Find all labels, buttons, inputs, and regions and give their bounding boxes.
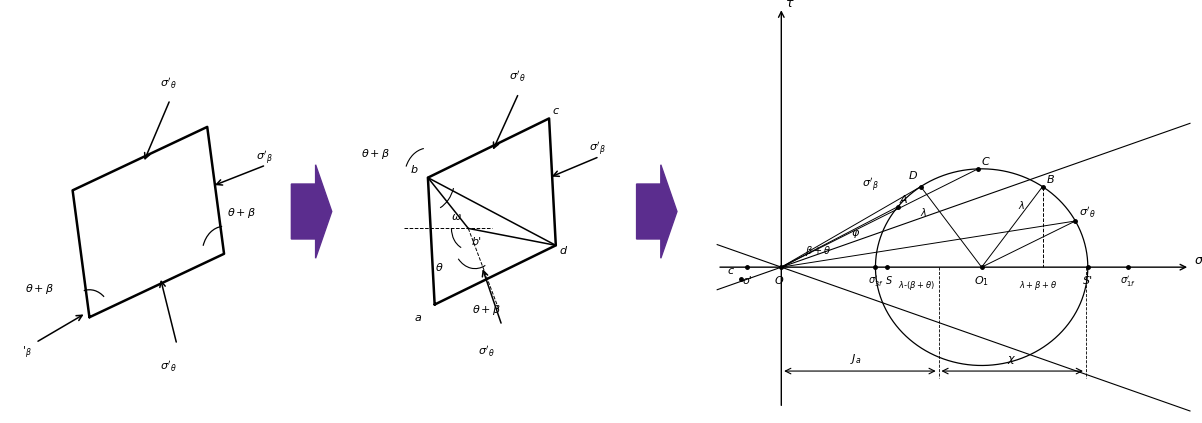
Text: $\sigma_{1f}^{\prime}$: $\sigma_{1f}^{\prime}$ bbox=[1120, 274, 1136, 289]
Text: c: c bbox=[727, 266, 733, 276]
Text: $\theta+\beta$: $\theta+\beta$ bbox=[227, 206, 257, 220]
Text: $\varphi$: $\varphi$ bbox=[851, 228, 861, 239]
Text: C: C bbox=[982, 157, 989, 167]
Text: b': b' bbox=[471, 237, 482, 247]
Text: $\sigma'_\theta$: $\sigma'_\theta$ bbox=[1079, 205, 1096, 220]
Text: c: c bbox=[553, 106, 559, 116]
Polygon shape bbox=[637, 165, 677, 258]
Text: $\sigma'$: $\sigma'$ bbox=[1194, 254, 1202, 268]
Text: $\omega$: $\omega$ bbox=[452, 212, 463, 222]
Text: $\sigma_{3f}^{\prime}$: $\sigma_{3f}^{\prime}$ bbox=[868, 274, 883, 289]
Text: $O_1$: $O_1$ bbox=[974, 274, 989, 288]
Text: o': o' bbox=[743, 276, 752, 286]
Text: S: S bbox=[886, 276, 893, 286]
Text: $\tau$: $\tau$ bbox=[785, 0, 795, 11]
Text: $\theta$: $\theta$ bbox=[435, 261, 444, 273]
Text: O: O bbox=[775, 276, 784, 286]
Text: $\lambda+\beta+\theta$: $\lambda+\beta+\theta$ bbox=[1019, 279, 1058, 291]
Text: B: B bbox=[1047, 175, 1054, 185]
Text: d: d bbox=[559, 246, 566, 256]
Text: D: D bbox=[909, 171, 917, 181]
Text: $'_\beta$: $'_\beta$ bbox=[22, 345, 32, 361]
Text: $\sigma'_\beta$: $\sigma'_\beta$ bbox=[256, 149, 273, 167]
Text: $\sigma'_\theta$: $\sigma'_\theta$ bbox=[478, 345, 495, 360]
Text: $\sigma'_\theta$: $\sigma'_\theta$ bbox=[508, 70, 525, 85]
Text: $\lambda$: $\lambda$ bbox=[920, 206, 927, 218]
Text: A: A bbox=[900, 195, 908, 205]
Text: $J_a$: $J_a$ bbox=[850, 352, 862, 366]
Polygon shape bbox=[291, 165, 332, 258]
Text: $\sigma'_\beta$: $\sigma'_\beta$ bbox=[862, 177, 879, 194]
Text: $\sigma'_\theta$: $\sigma'_\theta$ bbox=[160, 360, 177, 374]
Text: S': S' bbox=[1083, 276, 1093, 286]
Text: $\beta+\theta$: $\beta+\theta$ bbox=[805, 244, 832, 258]
Text: $\theta+\beta$: $\theta+\beta$ bbox=[25, 282, 55, 296]
Text: $\sigma'_\theta$: $\sigma'_\theta$ bbox=[160, 76, 177, 91]
Text: $\lambda$: $\lambda$ bbox=[1018, 199, 1025, 211]
Text: a: a bbox=[415, 313, 422, 324]
Text: $\theta+\beta$: $\theta+\beta$ bbox=[361, 146, 389, 160]
Text: $\chi$: $\chi$ bbox=[1007, 354, 1017, 366]
Text: $\lambda$-$(\beta+\theta)$: $\lambda$-$(\beta+\theta)$ bbox=[898, 279, 935, 291]
Text: b: b bbox=[411, 165, 418, 176]
Text: $\theta+\beta$: $\theta+\beta$ bbox=[471, 303, 501, 317]
Text: $\sigma'_\beta$: $\sigma'_\beta$ bbox=[589, 141, 606, 158]
